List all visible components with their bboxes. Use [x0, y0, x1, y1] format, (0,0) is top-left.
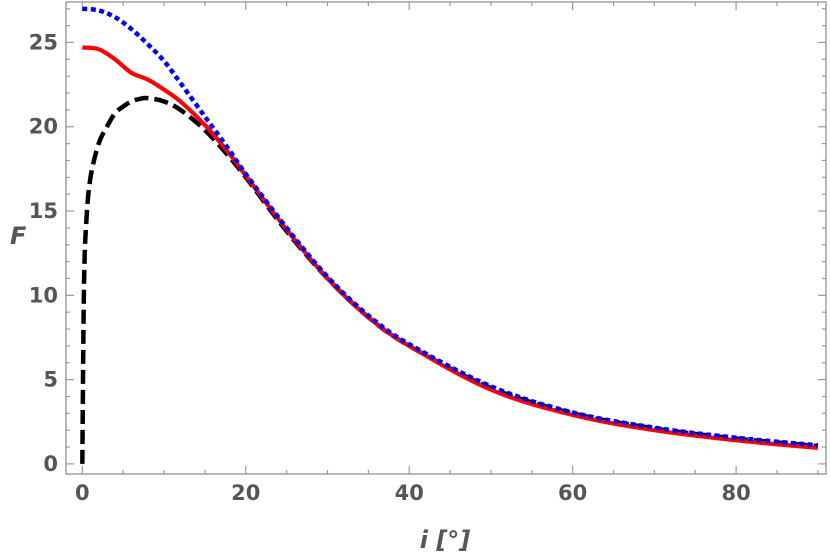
- y-tick-label: 20: [29, 115, 58, 139]
- y-tick-label: 5: [43, 368, 58, 392]
- series-line-solid: [82, 45, 819, 450]
- ticks: [66, 2, 826, 474]
- x-tick-label: 0: [75, 481, 90, 505]
- series-line-dotted: [82, 6, 819, 448]
- series-line-dashed: [80, 95, 819, 464]
- y-tick-label: 10: [29, 283, 58, 307]
- y-tick-label: 15: [29, 199, 58, 223]
- x-axis-label: i [°]: [420, 526, 471, 554]
- y-axis-label: F: [10, 222, 27, 250]
- series-group: [80, 6, 819, 464]
- tick-labels: 0 20 40 60 80 0 5 10 15 20 25: [29, 30, 751, 505]
- x-tick-label: 20: [231, 481, 260, 505]
- plot-frame: [65, 1, 827, 475]
- y-tick-label: 25: [29, 30, 58, 54]
- x-tick-label: 40: [395, 481, 424, 505]
- x-tick-label: 80: [721, 481, 750, 505]
- x-tick-label: 60: [558, 481, 587, 505]
- y-tick-label: 0: [43, 452, 58, 476]
